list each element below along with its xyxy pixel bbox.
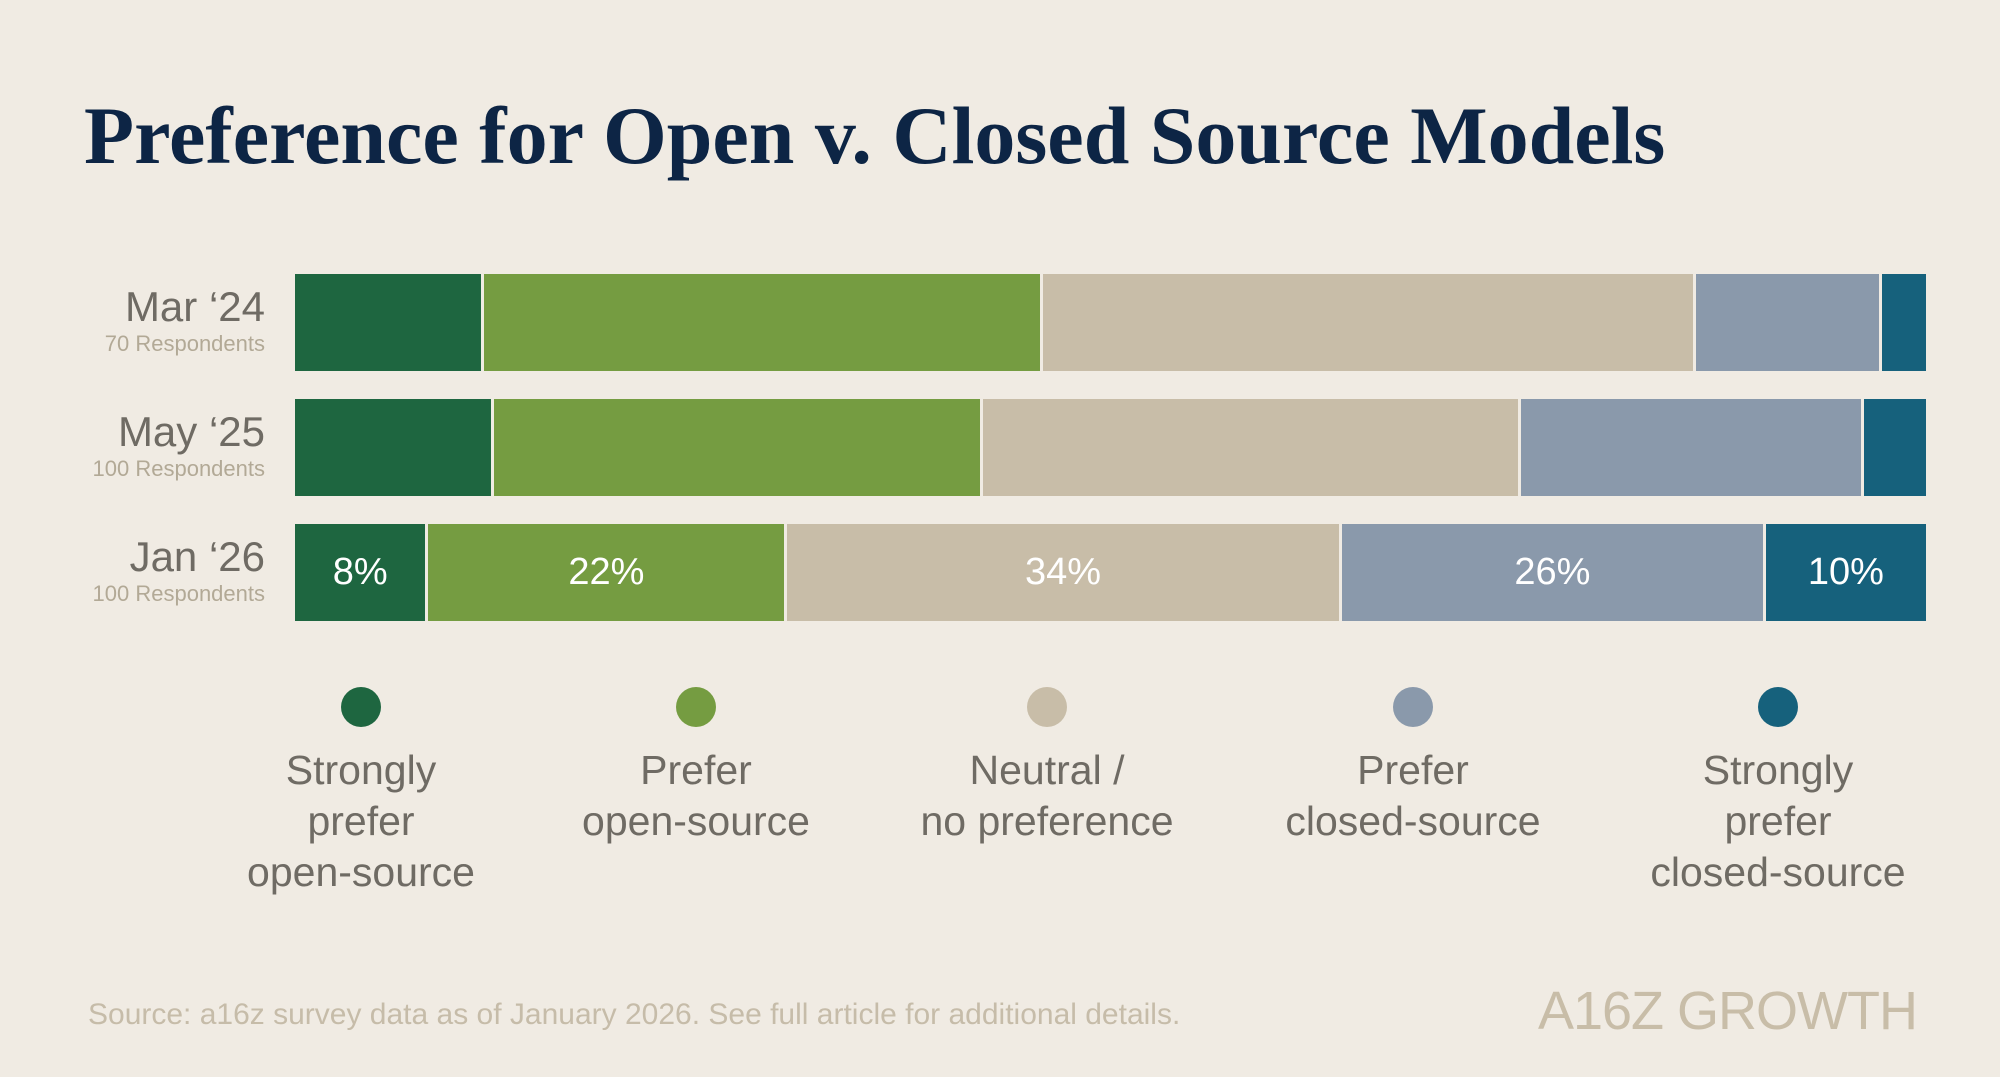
data-label: 8%: [332, 551, 388, 593]
legend-swatch: [341, 687, 381, 727]
category-label: Jan ‘26: [129, 533, 265, 580]
respondents-label: 70 Respondents: [104, 331, 265, 356]
legend-swatch: [1393, 687, 1433, 727]
legend-label: Prefer closed-source: [1285, 747, 1541, 844]
category-label: May ‘25: [117, 408, 265, 455]
legend-swatch: [1758, 687, 1798, 727]
bar-segment: [1860, 399, 1926, 496]
respondents-label: 100 Respondents: [92, 456, 265, 481]
bar-segment: [980, 399, 1519, 496]
bar-segment: [295, 274, 481, 371]
legend-label: Prefer open-source: [582, 747, 810, 844]
bar-segment: [490, 399, 981, 496]
data-label: 10%: [1807, 551, 1884, 593]
data-label: 22%: [568, 551, 645, 593]
bar-segment: 34%: [784, 524, 1339, 621]
legend-swatch: [1027, 687, 1067, 727]
data-label: 26%: [1514, 551, 1591, 593]
bar-segment: [480, 274, 1041, 371]
category-label: Mar ‘24: [124, 283, 265, 330]
legend-label: Strongly prefer closed-source: [1650, 747, 1906, 895]
legend-item: Neutral / no preference: [887, 687, 1207, 847]
bar-segment: [295, 399, 491, 496]
bar-segment: [1692, 274, 1879, 371]
data-label: 34%: [1025, 551, 1102, 593]
bar-segment: 10%: [1762, 524, 1926, 621]
stacked-bar: [295, 274, 1926, 371]
row-label: Jan ‘26 100 Respondents: [93, 534, 265, 608]
legend-label: Strongly prefer open-source: [247, 747, 475, 895]
row-label: Mar ‘24 70 Respondents: [105, 284, 265, 358]
bar-segment: 22%: [425, 524, 785, 621]
bar-segment: 26%: [1338, 524, 1763, 621]
respondents-label: 100 Respondents: [92, 581, 265, 606]
bar-segment: [1518, 399, 1861, 496]
legend-label: Neutral / no preference: [920, 747, 1174, 844]
legend-item: Prefer closed-source: [1253, 687, 1573, 847]
legend-item: Prefer open-source: [536, 687, 856, 847]
legend-swatch: [676, 687, 716, 727]
source-note: Source: a16z survey data as of January 2…: [88, 998, 1181, 1031]
row-label: May ‘25 100 Respondents: [93, 409, 265, 483]
bar-segment: 8%: [295, 524, 426, 621]
bar-segment: [1040, 274, 1693, 371]
legend-item: Strongly prefer open-source: [201, 687, 521, 898]
chart-title: Preference for Open v. Closed Source Mod…: [84, 90, 1666, 181]
legend-item: Strongly prefer closed-source: [1618, 687, 1938, 898]
bar-segment: [1878, 274, 1926, 371]
stacked-bar: [295, 399, 1926, 496]
stacked-bar: 8% 22% 34% 26% 10%: [295, 524, 1926, 621]
a16z-growth-logo: A16Z GROWTH: [1537, 981, 1918, 1041]
